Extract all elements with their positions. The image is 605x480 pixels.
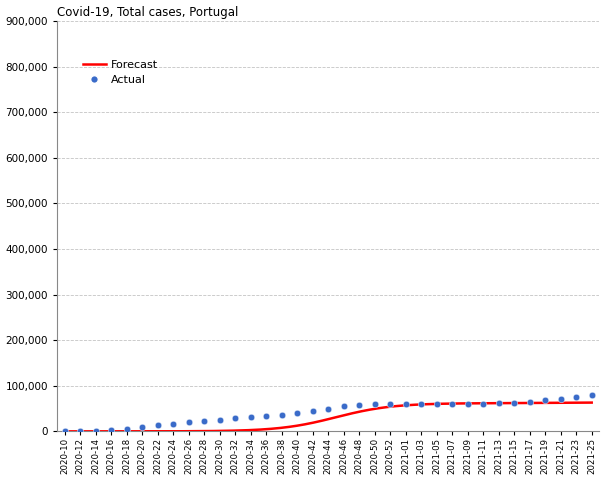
Point bbox=[479, 400, 488, 408]
Point bbox=[184, 419, 194, 426]
Point bbox=[153, 421, 163, 429]
Point bbox=[277, 411, 287, 419]
Point bbox=[432, 400, 442, 408]
Point bbox=[215, 416, 224, 423]
Point bbox=[587, 391, 597, 399]
Point bbox=[76, 427, 85, 435]
Point bbox=[106, 426, 116, 434]
Point bbox=[231, 415, 240, 422]
Point bbox=[447, 400, 457, 408]
Point bbox=[122, 425, 132, 432]
Point bbox=[416, 400, 426, 408]
Point bbox=[463, 400, 473, 408]
Point bbox=[168, 420, 178, 428]
Point bbox=[324, 405, 333, 412]
Point bbox=[261, 412, 271, 420]
Text: Covid-19, Total cases, Portugal: Covid-19, Total cases, Portugal bbox=[57, 6, 238, 19]
Point bbox=[246, 413, 256, 421]
Legend: Forecast, Actual: Forecast, Actual bbox=[79, 55, 163, 90]
Point bbox=[556, 395, 566, 403]
Point bbox=[603, 389, 605, 396]
Point bbox=[401, 400, 411, 408]
Point bbox=[540, 396, 550, 404]
Point bbox=[494, 399, 503, 407]
Point bbox=[60, 427, 70, 435]
Point bbox=[200, 417, 209, 425]
Point bbox=[355, 401, 364, 409]
Point bbox=[91, 427, 100, 434]
Point bbox=[385, 400, 395, 408]
Point bbox=[292, 409, 302, 417]
Point bbox=[509, 399, 519, 407]
Point bbox=[339, 402, 348, 410]
Point bbox=[525, 398, 535, 406]
Point bbox=[370, 401, 379, 408]
Point bbox=[308, 407, 318, 415]
Point bbox=[137, 423, 147, 431]
Point bbox=[571, 393, 581, 401]
